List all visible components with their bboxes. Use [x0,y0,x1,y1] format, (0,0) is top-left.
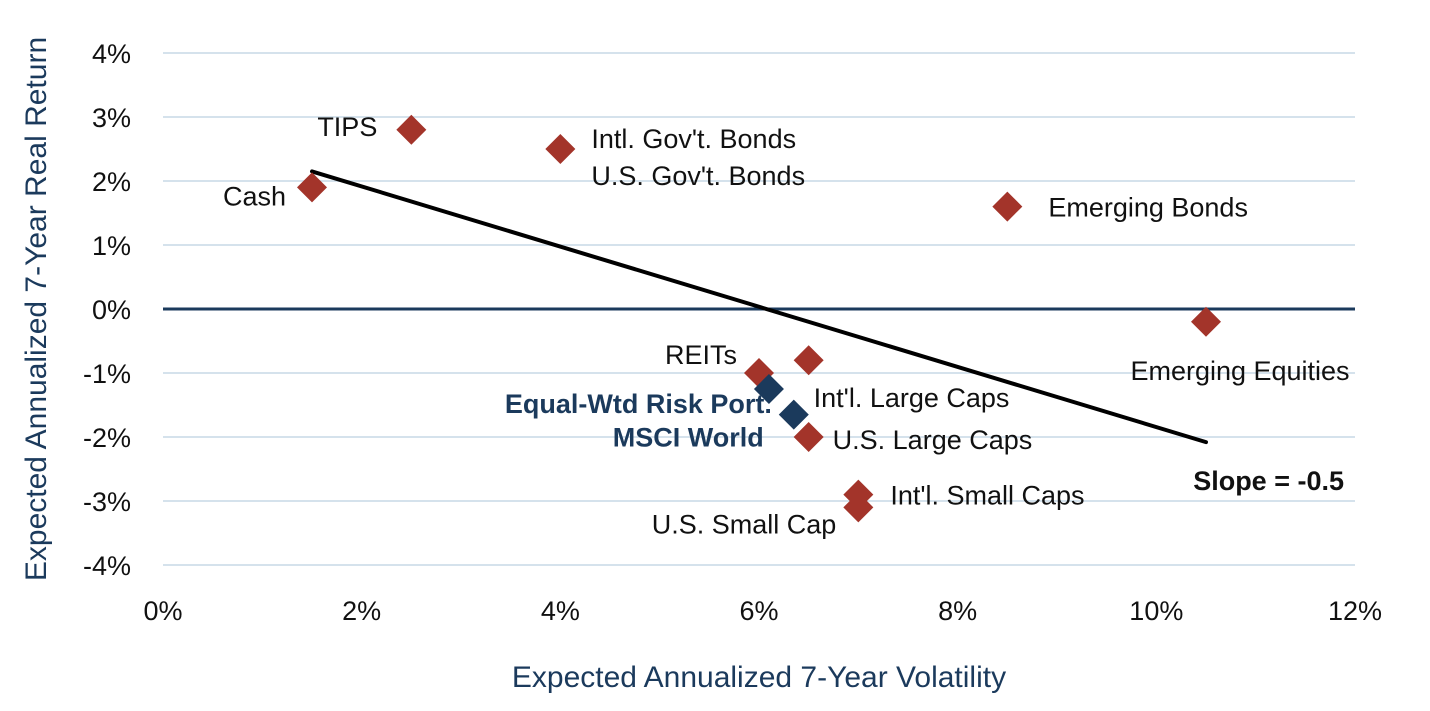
data-point-diamond [297,172,327,203]
x-axis-ticks: 0% 2% 4% 6% 8% 10% 12% [143,596,1382,626]
data-point-diamond [793,422,824,452]
point-label: REITs [665,340,737,370]
x-tick-label: 10% [1129,596,1183,626]
y-tick-label: 4% [92,39,131,69]
data-point-diamond [793,345,824,376]
y-axis-title: Expected Annualized 7-Year Real Return [20,37,53,581]
x-tick-label: 4% [541,596,580,626]
point-label: MSCI World [613,423,764,453]
x-tick-label: 6% [739,596,778,626]
point-label: U.S. Gov't. Bonds [591,161,805,191]
trend-line-group [310,169,1208,445]
point-label: TIPS [317,112,377,142]
x-tick-label: 2% [342,596,381,626]
point-label: Equal-Wtd Risk Port. [505,389,772,419]
data-point-diamond [753,374,784,404]
point-label: U.S. Small Cap [652,509,837,539]
slope-annotation: Slope = -0.5 [1193,466,1344,496]
y-tick-label: -1% [83,359,131,389]
y-tick-label: 3% [92,103,131,133]
x-axis-title: Expected Annualized 7-Year Volatility [512,661,1006,694]
data-point-diamond [992,191,1023,222]
data-point-diamond [545,134,576,164]
point-label: Cash [223,181,286,211]
y-axis-ticks: 4% 3% 2% 1% 0% -1% -2% -3% -4% [83,39,131,581]
data-point-diamond [1191,306,1221,337]
x-tick-label: 12% [1328,596,1382,626]
point-label: U.S. Large Caps [833,425,1033,455]
data-points [297,114,1221,523]
y-tick-label: -3% [83,487,131,517]
y-tick-label: 2% [92,167,131,197]
point-label: Intl. Gov't. Bonds [591,124,796,154]
x-tick-label: 8% [938,596,977,626]
data-point-diamond [396,114,427,145]
trend-line [310,169,1208,445]
point-label: Int'l. Small Caps [890,481,1084,511]
point-label: Emerging Bonds [1048,193,1248,223]
point-label: Emerging Equities [1130,356,1349,386]
y-tick-label: -4% [83,551,131,581]
y-tick-label: 1% [92,231,131,261]
data-point-diamond [778,399,809,430]
y-tick-label: 0% [92,295,131,325]
data-point-diamond [843,492,874,523]
point-labels: Cash TIPS Intl. Gov't. Bonds U.S. Gov't. Bo… [223,112,1350,540]
x-tick-label: 0% [143,596,182,626]
y-tick-label: -2% [83,423,131,453]
point-label: Int'l. Large Caps [814,383,1010,413]
